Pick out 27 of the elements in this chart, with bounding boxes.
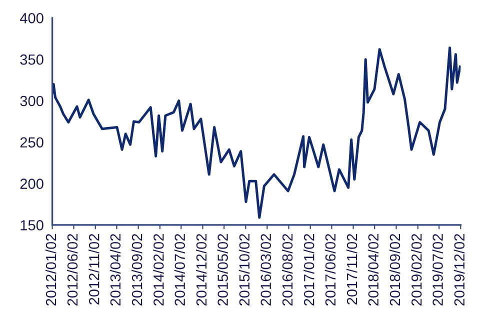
y-tick-label: 300 bbox=[20, 96, 44, 106]
y-tick-label: 200 bbox=[20, 178, 44, 189]
x-tick-label: 2012/11/02 bbox=[88, 234, 100, 304]
x-tick-label: 2014/07/02 bbox=[174, 234, 186, 306]
x-tick-label: 2017/06/02 bbox=[324, 234, 336, 306]
y-tick-label: 250 bbox=[20, 137, 44, 148]
x-tick-label: 2014/12/02 bbox=[196, 234, 207, 306]
x-tick-label: 2013/09/02 bbox=[132, 234, 142, 306]
x-tick-label: 2018/09/02 bbox=[389, 234, 400, 306]
x-tick-label: 2017/11/02 bbox=[346, 234, 358, 304]
line-series bbox=[52, 46, 461, 219]
y-tick-label: 400 bbox=[20, 13, 44, 24]
x-tick-label: 2019/02/02 bbox=[411, 234, 422, 306]
x-tick-label: 2019/07/02 bbox=[432, 234, 443, 306]
x-tick-label: 2018/04/02 bbox=[368, 234, 379, 306]
x-tick-label: 2014/02/02 bbox=[153, 234, 164, 306]
y-tick-label: 350 bbox=[20, 54, 44, 65]
y-tick-label: 150 bbox=[20, 220, 44, 230]
x-tick-label: 2019/12/02 bbox=[454, 234, 465, 306]
x-tick-label: 2015/10/02 bbox=[238, 234, 250, 306]
x-tick-label: 2012/06/02 bbox=[66, 234, 78, 306]
x-tick-label: 2015/05/02 bbox=[217, 234, 228, 306]
x-tick-label: 2017/01/02 bbox=[304, 234, 314, 306]
x-tick-label: 2016/08/02 bbox=[282, 234, 293, 306]
x-tick-label: 2016/03/02 bbox=[260, 234, 272, 306]
x-tick-label: 2013/04/02 bbox=[110, 234, 121, 306]
x-tick-label: 2012/01/02 bbox=[45, 234, 56, 306]
